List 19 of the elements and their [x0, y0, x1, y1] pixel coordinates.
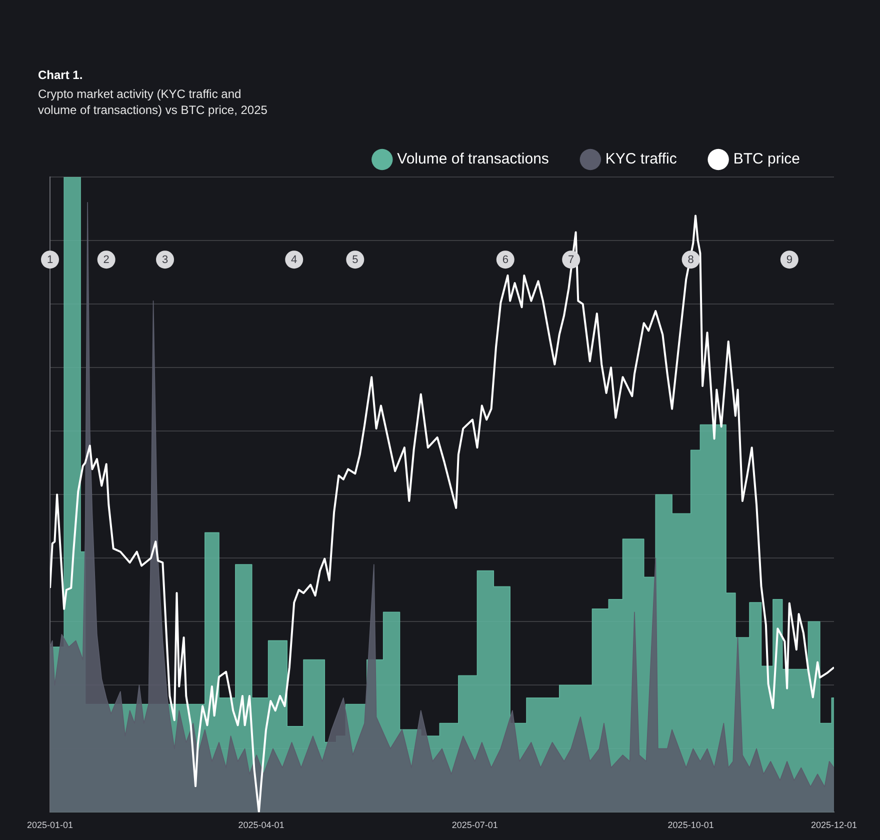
annotation: 8: [688, 254, 694, 266]
legend-label: Volume of transactions: [397, 150, 549, 168]
annotation: 2: [103, 254, 110, 266]
annotation: 9: [786, 254, 792, 266]
annotation: 1: [46, 254, 54, 266]
annotation: 4: [291, 254, 298, 266]
annotation: 3: [162, 254, 168, 266]
annotation: 7: [568, 254, 574, 266]
x-tick-label: 2025-04-01: [238, 820, 284, 830]
x-tick-label: 2025-07-01: [452, 820, 498, 830]
legend-label: BTC price: [733, 150, 800, 168]
x-tick-label: 2025-01-01: [26, 820, 74, 830]
annotation: 5: [352, 254, 358, 266]
chart-subtitle: Crypto market activity (KYC traffic and volume of transactions) vs BTC price, 2025: [38, 86, 268, 118]
legend-label: KYC traffic: [605, 150, 678, 168]
x-tick-label: 2025-12-01: [810, 820, 858, 830]
annotation: 6: [502, 254, 508, 266]
x-tick-label: 2025-10-01: [668, 820, 714, 830]
chart-title: Chart 1.: [38, 68, 83, 82]
